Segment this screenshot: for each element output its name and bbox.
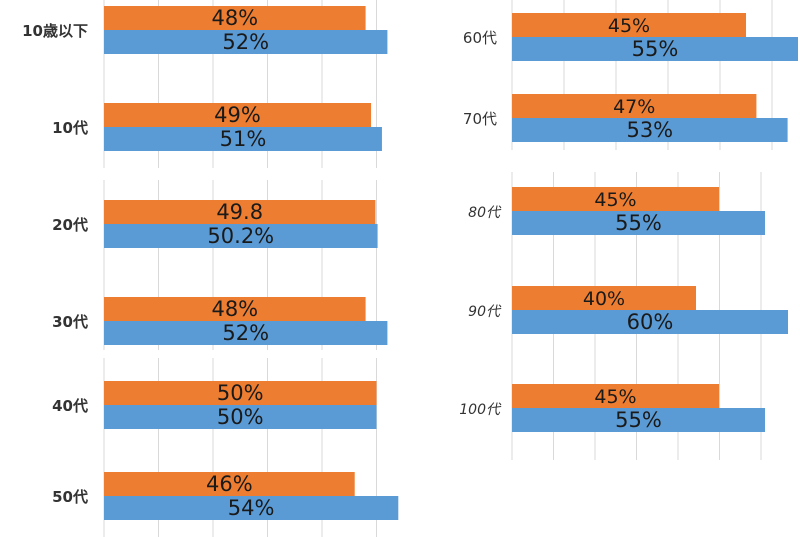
data-label: 50% — [217, 381, 264, 405]
data-label: 54% — [228, 496, 275, 520]
data-label: 52% — [222, 30, 269, 54]
data-label: 49.8 — [216, 200, 263, 224]
bar-series-2 — [104, 405, 377, 429]
data-label: 55% — [615, 408, 662, 432]
bar-series-2 — [104, 496, 399, 520]
bar-series-2 — [512, 118, 788, 142]
data-label: 46% — [206, 472, 253, 496]
data-label: 50.2% — [207, 224, 274, 248]
category-label: 50代 — [52, 488, 88, 506]
bar-series-2 — [104, 224, 378, 248]
data-label: 55% — [615, 211, 662, 235]
bar-series-2 — [104, 321, 388, 345]
category-label: 70代 — [463, 110, 497, 128]
data-label: 47% — [613, 96, 655, 118]
data-label: 49% — [214, 103, 261, 127]
bar-series-2 — [104, 30, 388, 54]
bar-series-2 — [104, 127, 382, 151]
bar-series-1 — [512, 13, 746, 37]
bar-series-1 — [104, 381, 377, 405]
category-label: 90代 — [468, 304, 502, 320]
data-label: 40% — [583, 288, 625, 310]
bar-series-2 — [512, 211, 765, 235]
bar-series-2 — [512, 408, 765, 432]
category-label: 20代 — [52, 216, 88, 234]
category-label: 80代 — [468, 205, 502, 221]
bar-series-1 — [104, 6, 366, 30]
data-label: 51% — [220, 127, 267, 151]
category-label: 40代 — [52, 397, 88, 415]
bar-series-1 — [104, 472, 355, 496]
category-label: 10歳以下 — [22, 22, 88, 40]
bar-series-1 — [104, 103, 372, 127]
bar-series-1 — [512, 187, 719, 211]
bar-series-1 — [104, 200, 376, 224]
data-label: 53% — [626, 118, 673, 142]
category-label: 10代 — [52, 119, 88, 137]
data-label: 48% — [211, 6, 258, 30]
data-label: 50% — [217, 405, 264, 429]
bar-series-2 — [512, 37, 798, 61]
bar-series-2 — [512, 310, 788, 334]
data-label: 48% — [211, 297, 258, 321]
bar-series-1 — [512, 94, 757, 118]
category-label: 30代 — [52, 313, 88, 331]
data-label: 45% — [608, 15, 650, 37]
bar-series-1 — [512, 384, 719, 408]
bar-series-1 — [512, 286, 696, 310]
data-label: 52% — [222, 321, 269, 345]
bar-series-1 — [104, 297, 366, 321]
data-label: 60% — [627, 310, 674, 334]
category-label: 100代 — [459, 402, 502, 418]
category-label: 60代 — [463, 29, 497, 47]
data-label: 45% — [594, 386, 636, 408]
data-label: 45% — [594, 189, 636, 211]
data-label: 55% — [632, 37, 679, 61]
